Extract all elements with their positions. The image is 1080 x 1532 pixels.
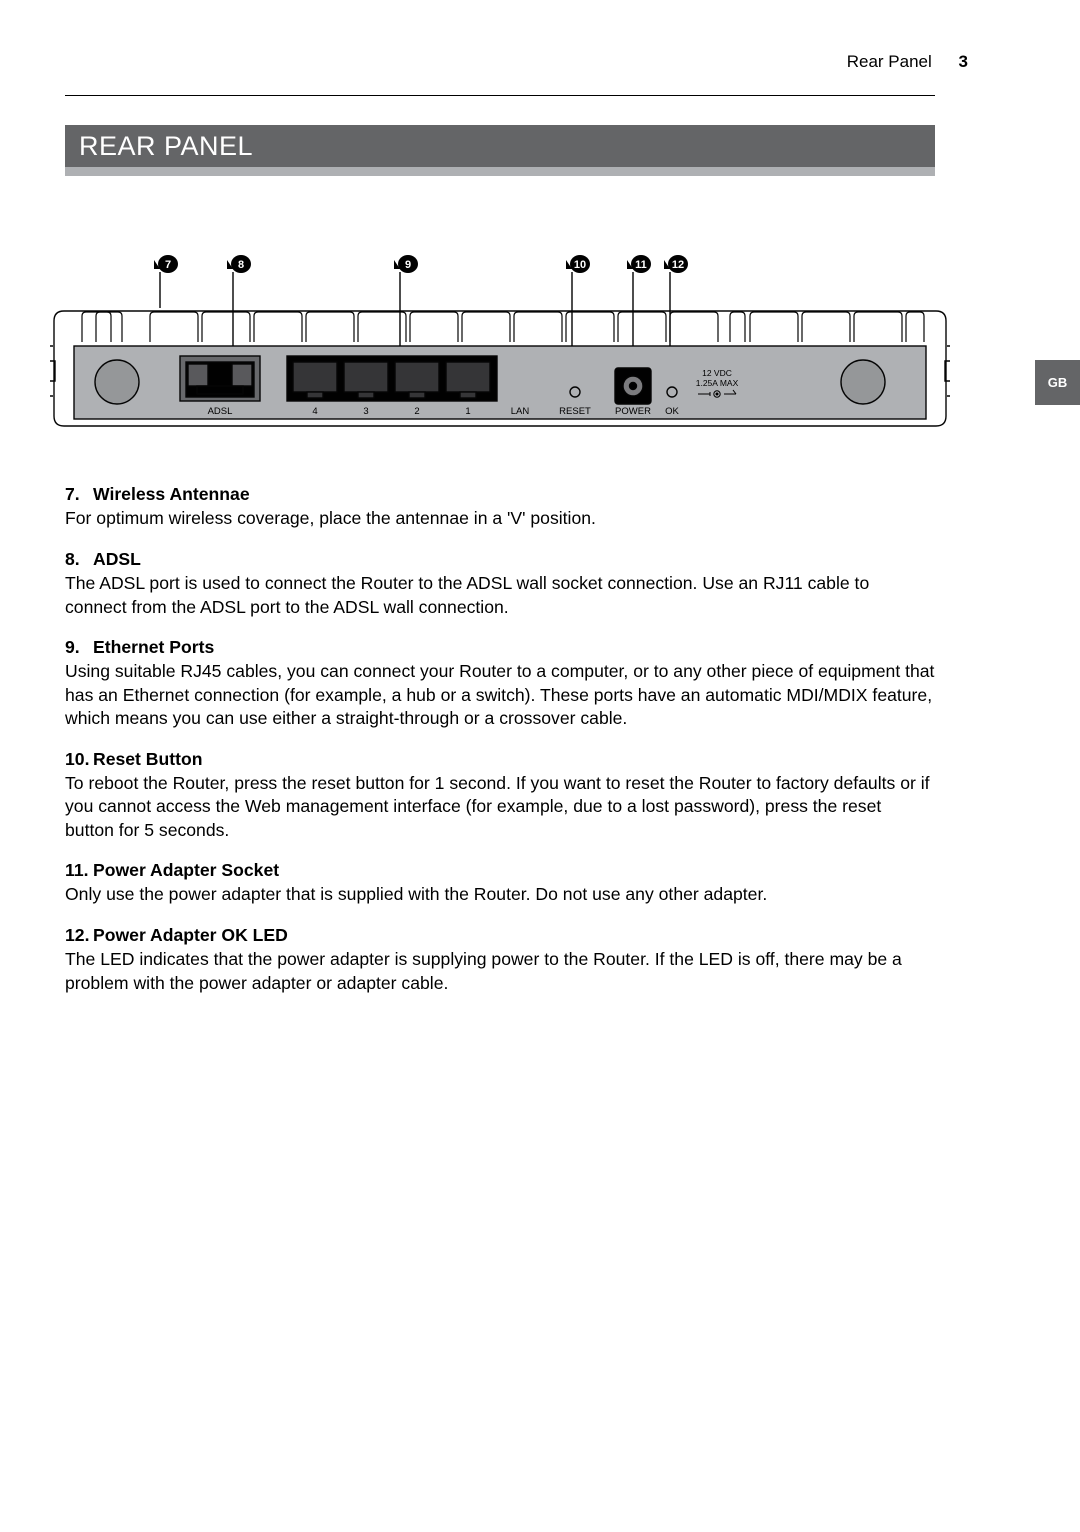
item-body: The LED indicates that the power adapter…	[65, 948, 935, 995]
svg-text:LAN: LAN	[511, 406, 530, 417]
svg-text:7: 7	[165, 259, 171, 271]
svg-text:RESET: RESET	[559, 406, 591, 417]
svg-text:OK: OK	[665, 406, 679, 417]
language-tab-label: GB	[1048, 375, 1068, 390]
svg-text:POWER: POWER	[615, 406, 651, 417]
item-heading: 12.Power Adapter OK LED	[65, 924, 935, 947]
rear-panel-diagram: 789101112	[50, 216, 950, 432]
item-heading: 8.ADSL	[65, 548, 935, 571]
language-tab: GB	[1035, 360, 1080, 405]
item-heading: 7.Wireless Antennae	[65, 483, 935, 506]
item-heading: 9.Ethernet Ports	[65, 636, 935, 659]
svg-text:10: 10	[574, 259, 586, 271]
svg-text:2: 2	[414, 406, 419, 417]
svg-text:12 VDC: 12 VDC	[702, 368, 732, 378]
svg-text:11: 11	[635, 259, 647, 271]
item-body: To reboot the Router, press the reset bu…	[65, 772, 935, 842]
svg-text:3: 3	[363, 406, 368, 417]
svg-text:12: 12	[672, 259, 684, 271]
horizontal-rule	[65, 95, 935, 96]
svg-text:9: 9	[405, 259, 411, 271]
item-heading: 10.Reset Button	[65, 748, 935, 771]
page-header: Rear Panel 3	[847, 52, 968, 72]
item-body: The ADSL port is used to connect the Rou…	[65, 572, 935, 619]
svg-text:1.25A MAX: 1.25A MAX	[696, 378, 739, 388]
item-heading: 11.Power Adapter Socket	[65, 859, 935, 882]
svg-text:1: 1	[465, 406, 470, 417]
content-area: 7.Wireless AntennaeFor optimum wireless …	[65, 466, 935, 995]
svg-text:4: 4	[312, 406, 317, 417]
header-page-number: 3	[959, 52, 968, 71]
item-body: Only use the power adapter that is suppl…	[65, 883, 935, 906]
section-title: REAR PANEL	[79, 131, 253, 162]
svg-text:ADSL: ADSL	[208, 406, 233, 417]
section-title-bar: REAR PANEL	[65, 125, 935, 167]
section-title-underline	[65, 167, 935, 176]
item-body: For optimum wireless coverage, place the…	[65, 507, 935, 530]
svg-text:8: 8	[238, 259, 244, 271]
item-body: Using suitable RJ45 cables, you can conn…	[65, 660, 935, 730]
header-title: Rear Panel	[847, 52, 932, 71]
